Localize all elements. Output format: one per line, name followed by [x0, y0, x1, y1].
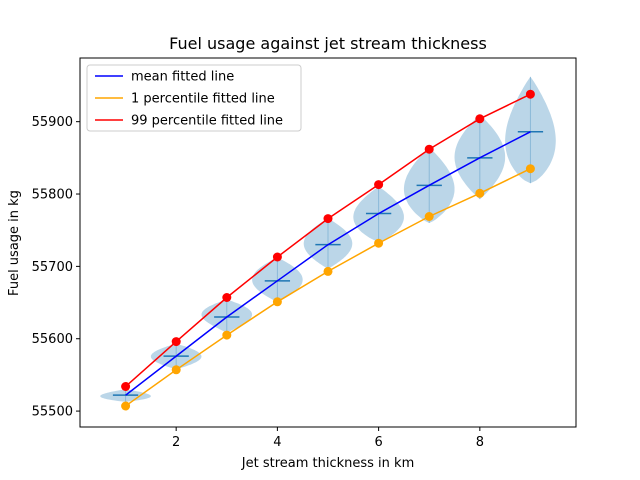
data-point: [525, 164, 535, 174]
data-point: [525, 89, 535, 99]
x-tick-label: 4: [273, 435, 281, 450]
legend-box: [86, 64, 302, 132]
data-point: [374, 238, 384, 248]
legend: mean fitted line 1 percentile fitted line…: [86, 64, 302, 132]
x-tick-label: 6: [374, 435, 382, 450]
data-point: [121, 401, 131, 411]
chart-title: Fuel usage against jet stream thickness: [169, 34, 487, 53]
data-point: [121, 382, 131, 391]
y-axis-label: Fuel usage in kg: [7, 190, 22, 296]
violin-layer: [100, 76, 556, 402]
data-point: [272, 252, 282, 262]
data-point: [424, 212, 434, 221]
y-tick-label: 55800: [32, 188, 73, 203]
data-point: [374, 180, 384, 190]
x-axis-ticks: 2 4 6 8: [172, 427, 484, 450]
line-layer: [121, 89, 535, 411]
series-line: [125, 168, 531, 407]
data-point: [222, 293, 232, 302]
data-point: [171, 365, 181, 375]
data-point: [222, 330, 232, 340]
plot-frame: [79, 57, 577, 428]
data-point: [272, 297, 282, 307]
data-point: [171, 337, 181, 347]
data-point: [323, 266, 333, 276]
violin-body: [303, 218, 353, 269]
data-point: [424, 144, 434, 154]
x-axis-label: Jet stream thickness in km: [241, 456, 414, 471]
violin-body: [505, 76, 556, 184]
y-axis-ticks: 55500 55600 55700 55800 55900: [32, 115, 80, 420]
data-point: [475, 188, 485, 198]
violin-body: [252, 257, 303, 302]
legend-label: 1 percentile fitted line: [131, 92, 275, 107]
y-tick-label: 55500: [32, 405, 73, 420]
y-tick-label: 55600: [32, 332, 73, 347]
legend-label: 99 percentile fitted line: [131, 114, 283, 129]
series-line: [125, 131, 531, 396]
legend-label: mean fitted line: [131, 70, 234, 85]
y-tick-label: 55700: [32, 260, 73, 275]
x-tick-label: 2: [172, 435, 180, 450]
data-point: [475, 114, 485, 124]
y-tick-label: 55900: [32, 115, 73, 130]
x-tick-label: 8: [476, 435, 484, 450]
data-point: [323, 214, 333, 224]
